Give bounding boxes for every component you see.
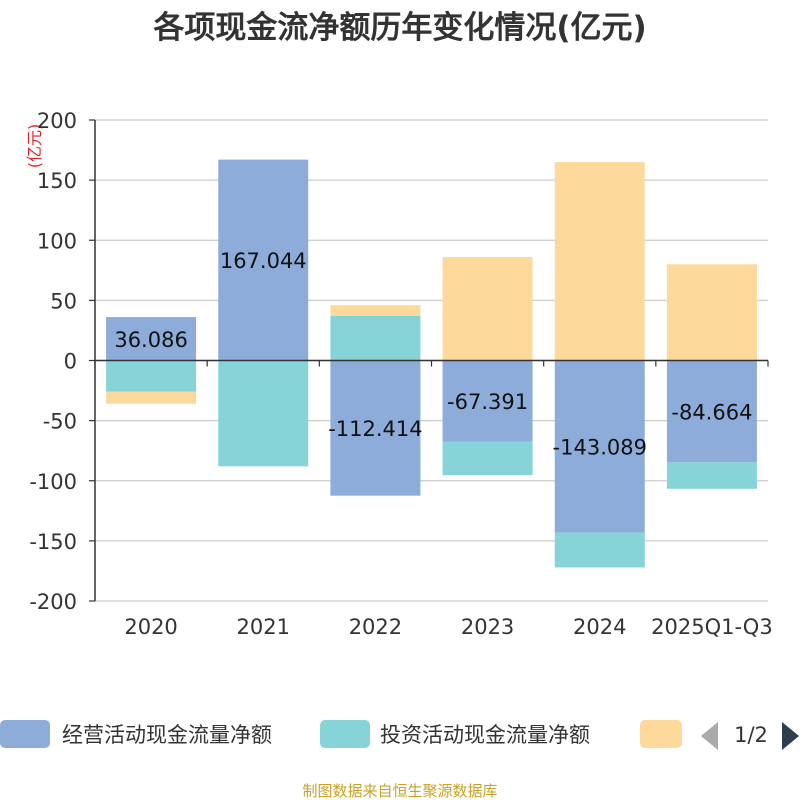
data-label: -84.664 <box>671 400 752 424</box>
x-tick-label: 2022 <box>349 615 402 639</box>
bar-segment <box>330 305 421 317</box>
legend-page-indicator: 1/2 <box>734 723 768 747</box>
y-axis-unit: (亿元) <box>25 124 44 169</box>
bar-segment <box>218 159 309 361</box>
data-label: -67.391 <box>447 390 528 414</box>
data-labels: 36.086 167.044 -112.414 -67.391 -143.089 -84.… <box>114 249 752 459</box>
bar-segment <box>218 360 309 467</box>
bars <box>106 159 757 568</box>
bar-segment <box>442 360 533 442</box>
x-tick-label: 2025Q1-Q3 <box>651 615 773 639</box>
bar-segment <box>106 391 197 404</box>
bar-segment <box>666 264 757 361</box>
bar-segment <box>330 360 421 496</box>
y-tick-label: 0 <box>64 350 77 374</box>
bar-segment <box>554 532 645 568</box>
data-label: -112.414 <box>328 417 422 441</box>
bar-segment <box>442 257 533 361</box>
bar-segment <box>330 316 421 361</box>
y-tick-label: -50 <box>43 410 77 434</box>
bar-segment <box>106 360 197 392</box>
y-tick-label: 50 <box>50 289 77 313</box>
bar-segment <box>666 360 757 463</box>
bar-segment <box>554 360 645 533</box>
axes: 200 150 100 50 0 -50 -100 -150 -200 2020 2021 2022 2… <box>29 109 772 639</box>
legend: 经营活动现金流量净额 投资活动现金流量净额 1/2 <box>0 720 799 750</box>
bar-segment <box>554 162 645 361</box>
bar-segment <box>666 462 757 489</box>
bar-segment <box>106 317 197 361</box>
legend-prev-icon[interactable] <box>701 722 718 750</box>
y-tick-label: -150 <box>29 530 77 554</box>
y-tick-label: 100 <box>37 229 77 253</box>
x-tick-label: 2024 <box>573 615 626 639</box>
legend-swatch[interactable] <box>640 720 682 748</box>
source-note: 制图数据来自恒生聚源数据库 <box>302 782 497 800</box>
y-tick-label: 150 <box>37 169 77 193</box>
x-tick-label: 2021 <box>237 615 290 639</box>
data-label: -143.089 <box>553 436 647 460</box>
legend-next-icon[interactable] <box>782 722 799 750</box>
data-label: 36.086 <box>114 328 187 352</box>
y-tick-label: -200 <box>29 590 77 614</box>
y-tick-label: 200 <box>37 109 77 133</box>
legend-label[interactable]: 经营活动现金流量净额 <box>62 723 272 747</box>
y-tick-label: -100 <box>29 470 77 494</box>
data-label: 167.044 <box>220 249 307 273</box>
legend-swatch[interactable] <box>0 720 50 748</box>
x-tick-label: 2020 <box>124 615 177 639</box>
bar-segment <box>442 441 533 476</box>
legend-swatch[interactable] <box>320 720 370 748</box>
chart-title: 各项现金流净额历年变化情况(亿元) <box>152 10 646 46</box>
legend-label[interactable]: 投资活动现金流量净额 <box>380 723 590 747</box>
x-tick-label: 2023 <box>461 615 514 639</box>
